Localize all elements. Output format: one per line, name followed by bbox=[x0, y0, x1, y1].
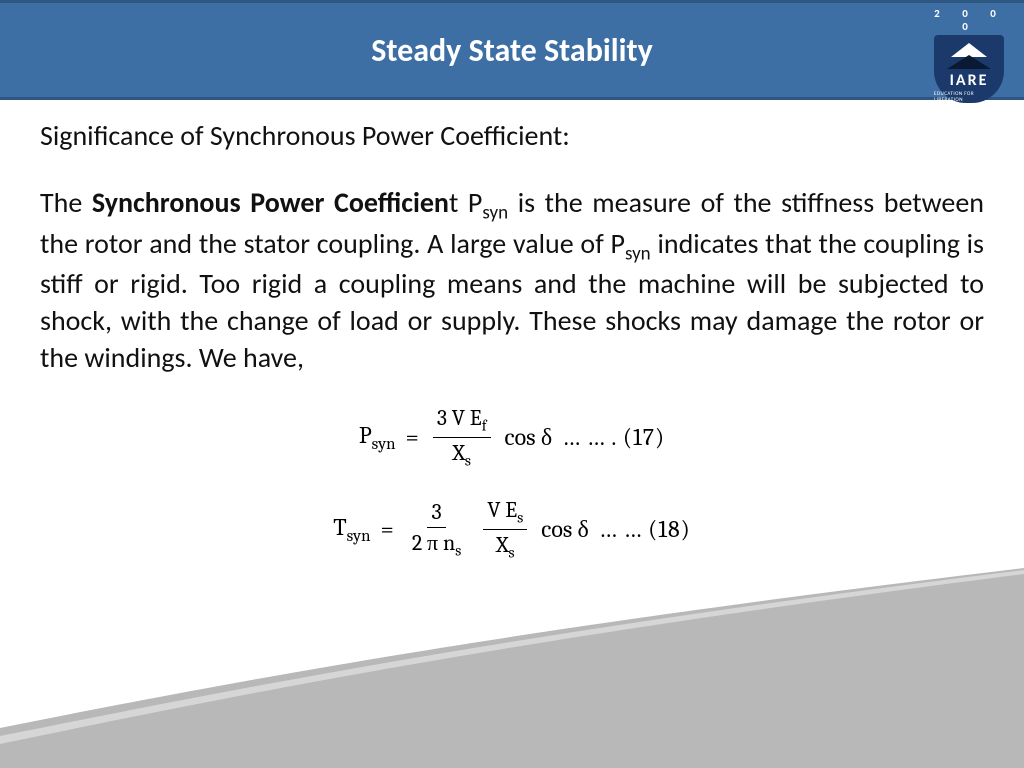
eq17-frac-den: Xs bbox=[448, 438, 475, 469]
eq18-lhs-sub: syn bbox=[347, 526, 371, 545]
eq17-equals: = bbox=[406, 423, 419, 451]
eq18-frac2-den-sub: s bbox=[509, 543, 515, 561]
eq17-dots: … … . (17) bbox=[562, 423, 665, 451]
content-subtitle: Significance of Synchronous Power Coeffi… bbox=[40, 118, 984, 153]
eq17-frac-den-sub: s bbox=[465, 451, 471, 469]
body-seg-2-bold: Synchronous Power Coefficien bbox=[92, 185, 449, 220]
logo-shield: IARE EDUCATION FOR LIBERATION bbox=[934, 35, 1004, 103]
equations-block: Psyn = 3 V Ef Xs cos δ … … . (17) Tsyn =… bbox=[40, 405, 984, 561]
eq18-frac1-den-text: 2 π n bbox=[412, 530, 455, 556]
footer-swoosh-icon bbox=[0, 568, 1024, 768]
eq17-lhs: Psyn bbox=[359, 421, 396, 454]
eq18-frac1-num: 3 bbox=[427, 499, 445, 528]
equation-18: Tsyn = 3 2 π ns V Es Xs cos δ … … (18) bbox=[40, 497, 984, 561]
eq17-frac-num: 3 V Ef bbox=[433, 405, 491, 437]
eq18-frac2-den: Xs bbox=[492, 530, 519, 561]
logo-mountain-icon bbox=[947, 55, 991, 69]
eq17-frac-den-text: X bbox=[452, 440, 465, 466]
eq18-frac2-den-text: X bbox=[496, 532, 509, 558]
body-seg-3: t P bbox=[449, 185, 482, 220]
eq18-frac2-num-text: V E bbox=[487, 497, 517, 523]
eq18-equals: = bbox=[381, 515, 394, 543]
logo-name: IARE bbox=[950, 71, 989, 90]
eq17-frac-num-text: 3 V E bbox=[437, 405, 482, 431]
eq17-lhs-sub: syn bbox=[372, 435, 396, 454]
eq18-lhs-base: T bbox=[333, 513, 346, 541]
eq18-lhs: Tsyn bbox=[333, 513, 370, 546]
eq18-frac1-den-sub: s bbox=[455, 541, 461, 559]
slide-title: Steady State Stability bbox=[371, 31, 652, 70]
eq18-frac2-num-sub: s bbox=[517, 509, 523, 527]
eq17-frac-num-sub: f bbox=[482, 417, 487, 435]
slide-header: Steady State Stability 2 0 0 0 IARE EDUC… bbox=[0, 0, 1024, 100]
eq18-dots: … … (18) bbox=[599, 515, 691, 543]
eq18-fraction-1: 3 2 π ns bbox=[408, 499, 466, 559]
institution-logo: 2 0 0 0 IARE EDUCATION FOR LIBERATION bbox=[934, 7, 1006, 95]
eq18-frac2-num: V Es bbox=[483, 497, 527, 529]
slide-content: Significance of Synchronous Power Coeffi… bbox=[0, 100, 1024, 561]
body-seg-4-sub: syn bbox=[482, 202, 508, 225]
logo-year: 2 0 0 0 bbox=[934, 7, 1006, 33]
eq18-frac1-den: 2 π ns bbox=[408, 528, 466, 559]
equation-17: Psyn = 3 V Ef Xs cos δ … … . (17) bbox=[40, 405, 984, 469]
body-seg-6-sub: syn bbox=[625, 242, 651, 265]
body-seg-1: The bbox=[40, 185, 92, 220]
content-body: The Synchronous Power Coefficient Psyn i… bbox=[40, 185, 984, 377]
eq18-after: cos δ bbox=[541, 515, 589, 544]
logo-tagline: EDUCATION FOR LIBERATION bbox=[934, 91, 1004, 103]
eq18-fraction-2: V Es Xs bbox=[483, 497, 527, 561]
eq17-lhs-base: P bbox=[359, 421, 372, 449]
eq17-fraction: 3 V Ef Xs bbox=[433, 405, 491, 469]
eq17-after: cos δ bbox=[505, 423, 553, 452]
